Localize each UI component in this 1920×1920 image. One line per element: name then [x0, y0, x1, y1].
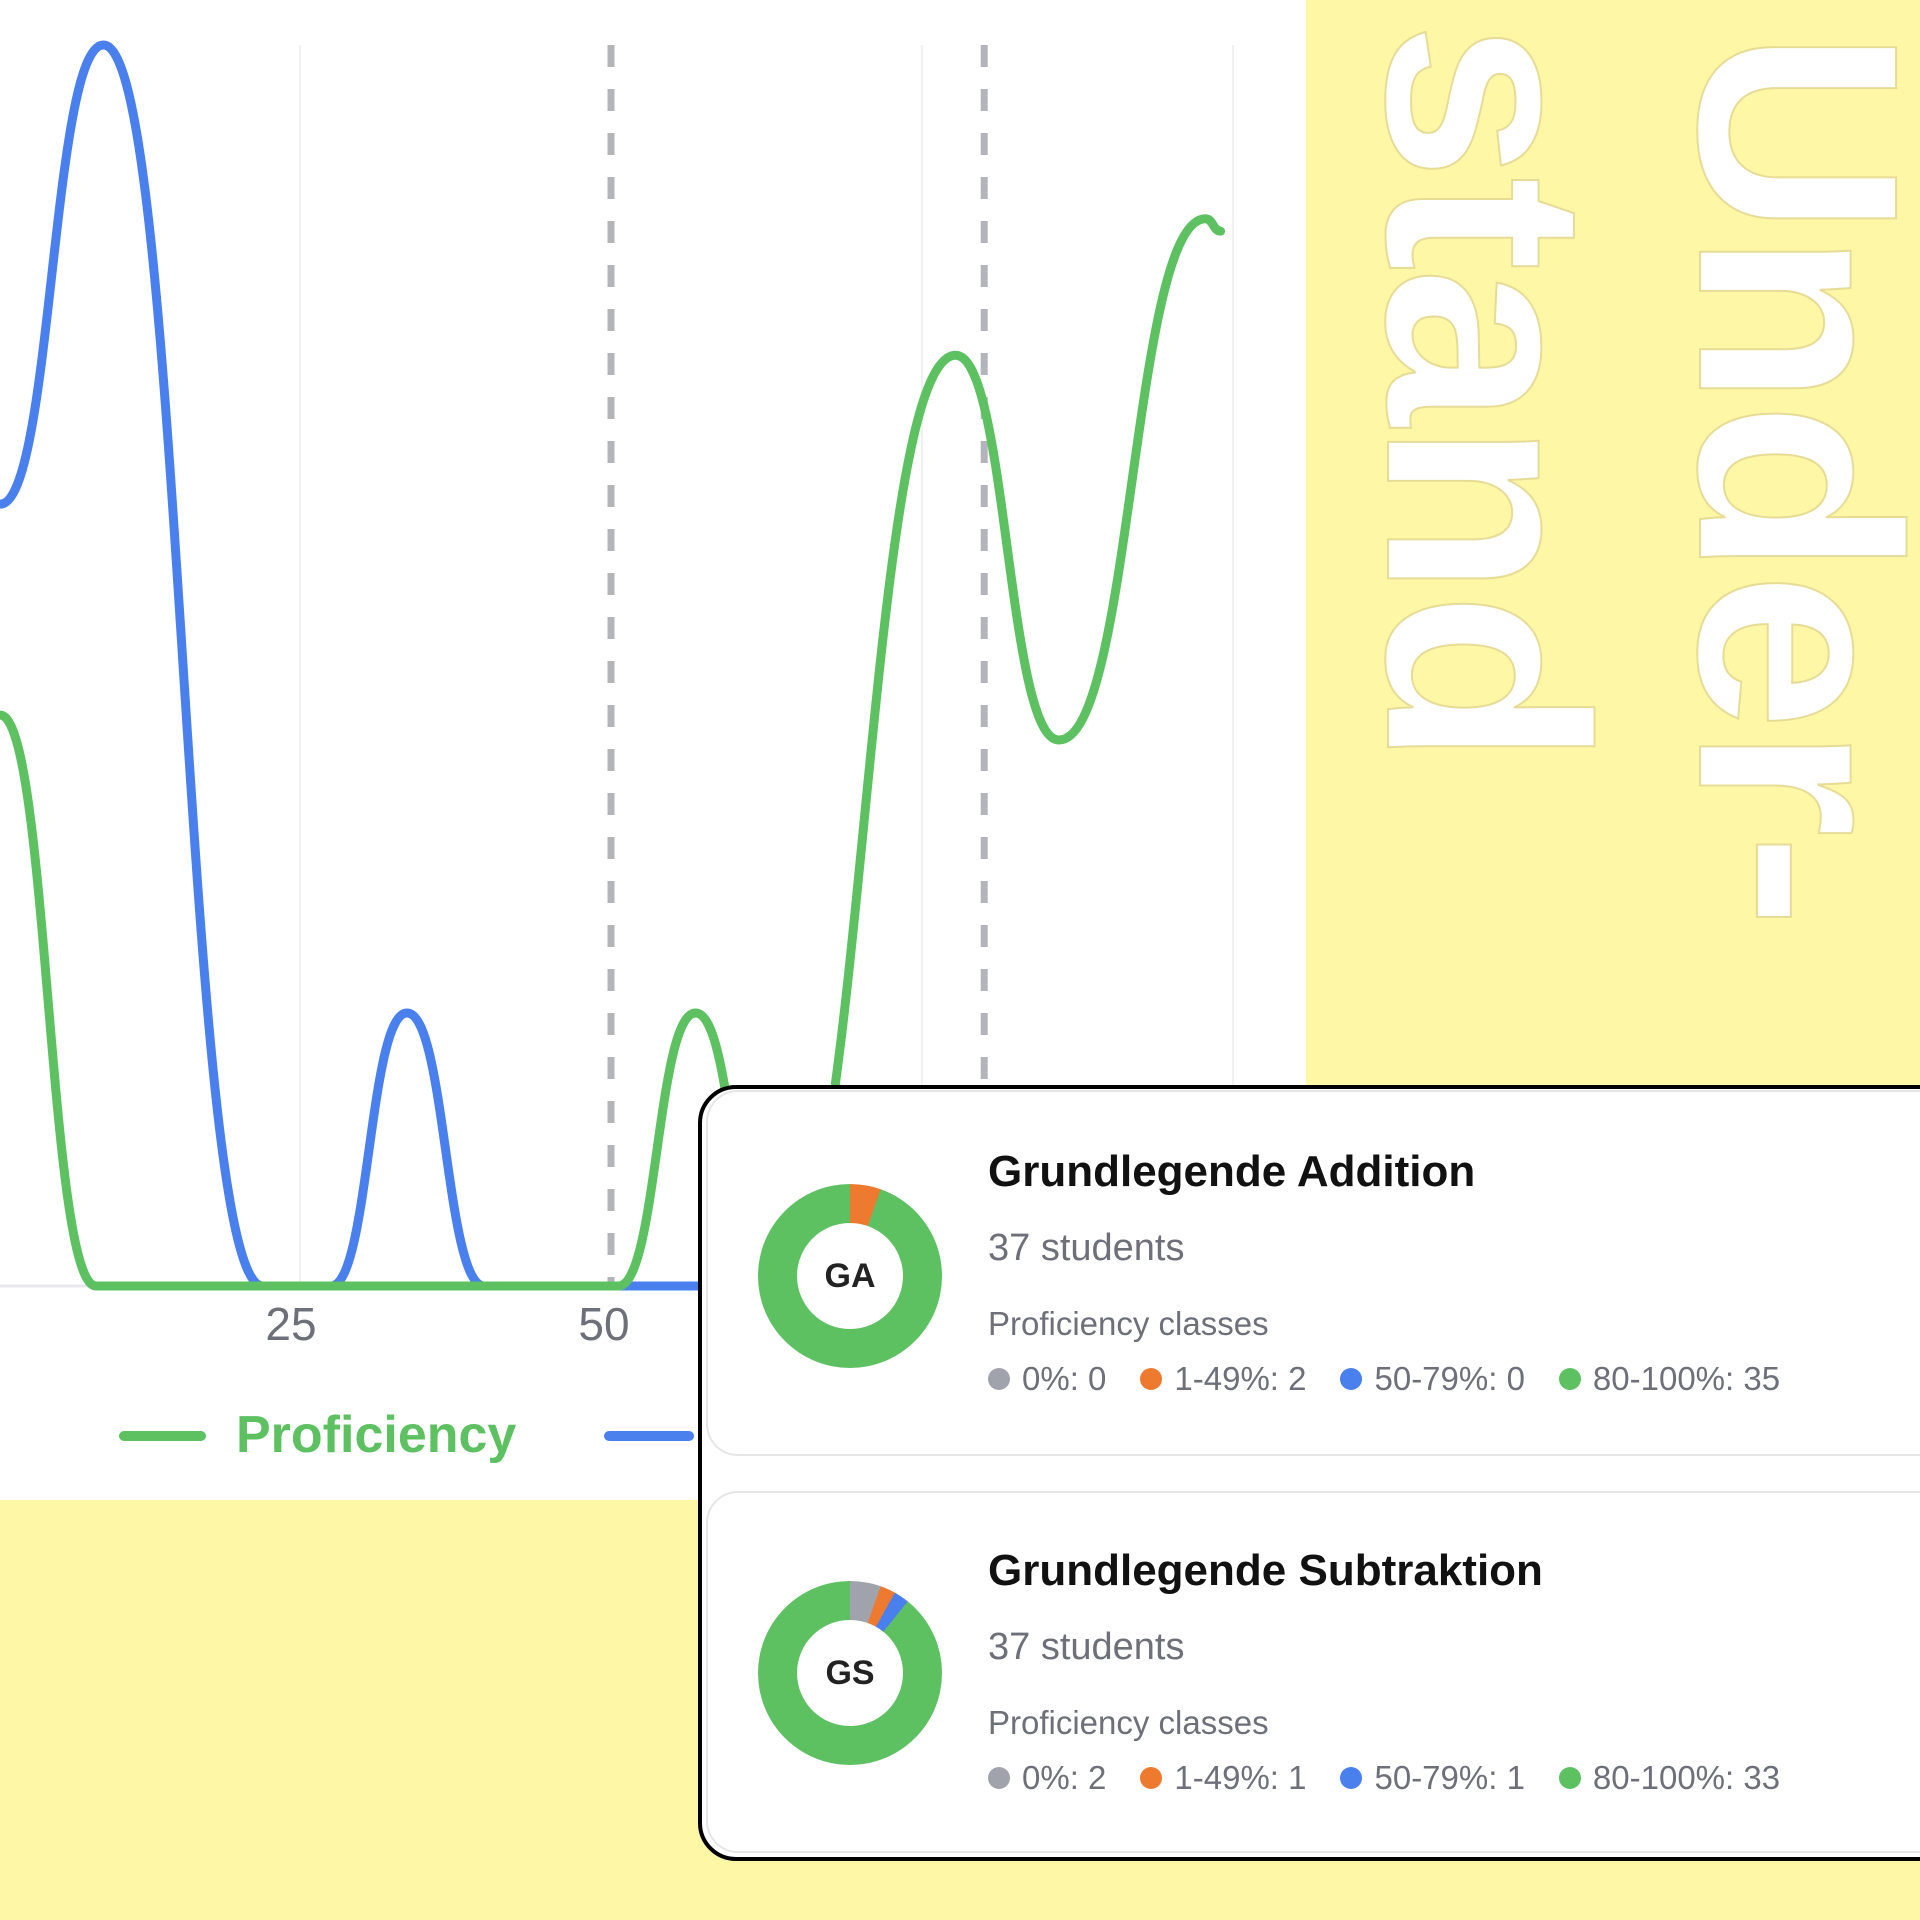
headline-line-2: stand — [1326, 21, 1646, 763]
legend-dot-icon — [1558, 1767, 1581, 1789]
legend-label-proficiency[interactable]: Proficiency — [236, 1406, 517, 1464]
legend-dot-icon — [1140, 1368, 1163, 1390]
classes-legend: 0%: 0 1-49%: 2 50-79%: 0 80-100%: 35 — [988, 1360, 1780, 1398]
legend-item: 0%: 0 — [988, 1360, 1106, 1398]
skill-title: Grundlegende Subtraktion — [988, 1546, 1543, 1595]
legend-swatch-proficiency — [119, 1431, 206, 1441]
legend-dot-icon — [1140, 1767, 1163, 1789]
skill-abbr: GS — [797, 1620, 903, 1726]
headline-line-1: Under- — [1638, 29, 1920, 925]
skill-title: Grundlegende Addition — [988, 1147, 1476, 1196]
student-count: 37 students — [988, 1626, 1185, 1668]
classes-legend: 0%: 2 1-49%: 1 50-79%: 1 80-100%: 33 — [988, 1759, 1780, 1797]
legend-dot-icon — [1558, 1368, 1581, 1390]
legend-label: 0%: 2 — [1022, 1759, 1107, 1796]
legend-item: 0%: 2 — [988, 1759, 1106, 1797]
legend-dot-icon — [1340, 1767, 1363, 1789]
series-line — [0, 40, 740, 1291]
legend-label: 80-100%: 35 — [1592, 1360, 1781, 1397]
legend-label: 1-49%: 2 — [1174, 1360, 1307, 1397]
proficiency-donut: GS — [758, 1581, 942, 1765]
skill-abbr: GA — [797, 1223, 903, 1329]
proficiency-donut: GA — [758, 1184, 942, 1368]
legend-swatch-blue — [604, 1431, 694, 1441]
legend-label: 1-49%: 1 — [1174, 1759, 1307, 1796]
x-tick-label: 25 — [265, 1298, 317, 1350]
legend-dot-icon — [988, 1368, 1010, 1390]
skill-card-addition[interactable]: GA Grundlegende Addition 37 students Pro… — [706, 1090, 1920, 1456]
legend-dot-icon — [1340, 1368, 1363, 1390]
legend-label: 50-79%: 0 — [1374, 1360, 1525, 1397]
classes-label: Proficiency classes — [988, 1305, 1269, 1342]
legend-item: 50-79%: 0 — [1340, 1360, 1525, 1398]
legend-item: 1-49%: 2 — [1140, 1360, 1306, 1398]
legend-label: 80-100%: 33 — [1592, 1759, 1781, 1796]
student-count: 37 students — [988, 1227, 1185, 1269]
legend-dot-icon — [988, 1767, 1010, 1789]
legend-label: 0%: 0 — [1022, 1360, 1107, 1397]
skill-card-subtraction[interactable]: GS Grundlegende Subtraktion 37 students … — [706, 1491, 1920, 1853]
legend-label: 50-79%: 1 — [1374, 1759, 1525, 1796]
skills-card: GA Grundlegende Addition 37 students Pro… — [698, 1085, 1920, 1861]
legend-item: 80-100%: 33 — [1558, 1759, 1781, 1797]
legend-item: 1-49%: 1 — [1140, 1759, 1306, 1797]
classes-label: Proficiency classes — [988, 1704, 1269, 1741]
legend-item: 50-79%: 1 — [1340, 1759, 1525, 1797]
x-tick-label: 50 — [578, 1298, 630, 1350]
legend-item: 80-100%: 35 — [1558, 1360, 1781, 1398]
